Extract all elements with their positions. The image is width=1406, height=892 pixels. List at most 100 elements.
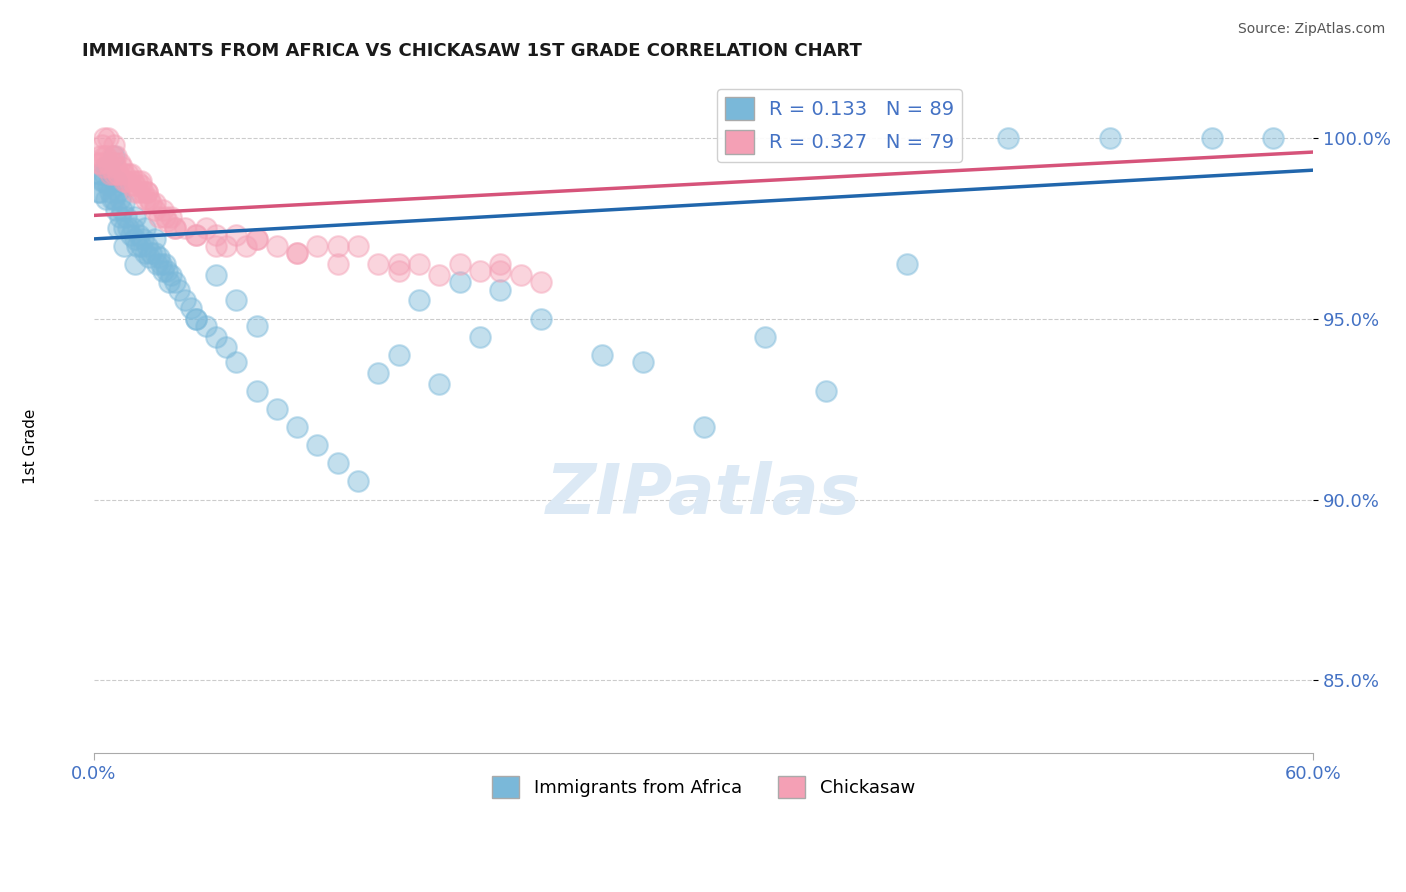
Point (160, 210, 183, 224)
Point (1201, 130, 1223, 145)
Point (98, 167, 121, 181)
Point (128, 228, 150, 243)
Point (139, 246, 162, 260)
Point (1261, 130, 1284, 145)
Point (215, 341, 238, 355)
Point (101, 149, 124, 163)
Point (184, 228, 207, 243)
Point (388, 348, 411, 362)
Point (489, 257, 512, 271)
Point (124, 178, 146, 192)
Point (110, 156, 132, 170)
Point (103, 156, 125, 170)
Point (110, 210, 132, 224)
Point (107, 221, 129, 235)
Point (121, 221, 143, 235)
Text: ZIPatlas: ZIPatlas (546, 461, 860, 528)
Point (489, 283, 512, 297)
Point (165, 276, 187, 290)
Point (89, 149, 111, 163)
Point (115, 174, 138, 188)
Point (143, 202, 166, 217)
Point (124, 232, 146, 246)
Point (107, 167, 129, 181)
Point (134, 221, 156, 235)
Legend: Immigrants from Africa, Chickasaw: Immigrants from Africa, Chickasaw (485, 769, 922, 805)
Point (326, 257, 349, 271)
Point (997, 130, 1019, 145)
Point (129, 174, 152, 188)
Point (285, 246, 308, 260)
Point (174, 221, 197, 235)
Point (152, 202, 174, 217)
Point (215, 239, 238, 253)
Point (143, 232, 166, 246)
Point (205, 239, 228, 253)
Point (408, 257, 430, 271)
Point (111, 202, 134, 217)
Point (112, 221, 135, 235)
Point (468, 264, 491, 278)
Point (98, 167, 121, 181)
Point (814, 384, 837, 398)
Text: 1st Grade: 1st Grade (24, 409, 38, 483)
Point (148, 250, 170, 264)
Point (120, 228, 142, 243)
Point (285, 246, 308, 260)
Point (93, 149, 115, 163)
Point (97, 130, 120, 145)
Point (326, 456, 349, 470)
Point (143, 195, 166, 210)
Point (408, 293, 430, 308)
Point (160, 268, 183, 282)
Point (89, 185, 111, 199)
Point (347, 475, 370, 489)
Point (124, 257, 146, 271)
Point (194, 318, 217, 333)
Point (449, 257, 471, 271)
Point (115, 210, 138, 224)
Point (184, 311, 207, 326)
Point (509, 268, 531, 282)
Point (530, 276, 553, 290)
Point (134, 246, 156, 260)
Point (93, 174, 115, 188)
Point (103, 174, 125, 188)
Point (120, 167, 142, 181)
Point (91, 137, 114, 152)
Point (347, 239, 370, 253)
Point (156, 264, 179, 278)
Point (153, 257, 176, 271)
Point (180, 301, 202, 315)
Point (112, 195, 135, 210)
Point (143, 246, 166, 260)
Point (98, 160, 121, 174)
Point (105, 160, 128, 174)
Point (105, 202, 128, 217)
Point (103, 192, 125, 206)
Point (225, 228, 247, 243)
Point (103, 167, 125, 181)
Point (101, 192, 124, 206)
Point (205, 329, 228, 343)
Point (87, 185, 110, 199)
Point (129, 239, 152, 253)
Point (110, 192, 132, 206)
Point (245, 318, 267, 333)
Point (97, 178, 120, 192)
Point (225, 293, 247, 308)
Point (93, 130, 115, 145)
Point (135, 185, 157, 199)
Point (326, 239, 349, 253)
Point (131, 232, 153, 246)
Point (631, 355, 654, 369)
Point (89, 156, 111, 170)
Point (112, 174, 135, 188)
Point (131, 185, 153, 199)
Point (184, 228, 207, 243)
Point (184, 311, 207, 326)
Point (120, 178, 142, 192)
Point (138, 250, 160, 264)
Point (156, 214, 179, 228)
Point (388, 257, 411, 271)
